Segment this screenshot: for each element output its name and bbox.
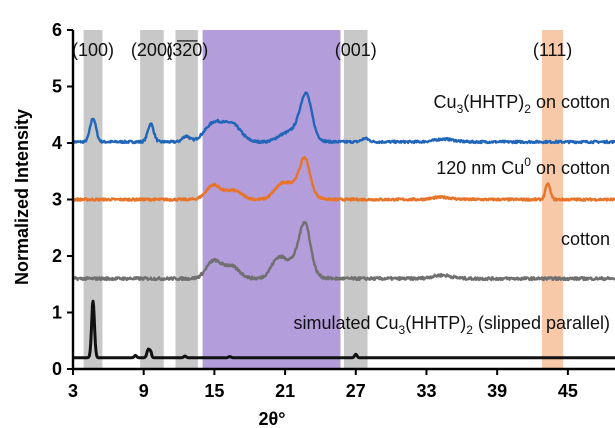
y-tick-label-5: 5 xyxy=(52,77,62,97)
series-label-part: Cu xyxy=(434,92,457,112)
y-axis-title: Normalized Intensity xyxy=(12,109,32,285)
x-tick-label-0: 3 xyxy=(68,381,78,401)
series-label-part: 3 xyxy=(457,102,464,116)
series-label-part: on cotton xyxy=(531,92,610,112)
x-tick-label-7: 45 xyxy=(558,381,578,401)
series-label-part: 120 nm Cu xyxy=(436,158,524,178)
x-tick-label-1: 9 xyxy=(139,381,149,401)
peak-annotation-4: (111) xyxy=(533,40,572,60)
x-tick-label-4: 27 xyxy=(346,381,366,401)
x-tick-label-3: 21 xyxy=(275,381,295,401)
series-line-0 xyxy=(71,91,615,145)
series-label-part: simulated Cu xyxy=(294,313,399,333)
y-tick-label-3: 3 xyxy=(52,190,62,210)
y-tick-label-1: 1 xyxy=(52,303,62,323)
y-tick-label-0: 0 xyxy=(52,359,62,379)
series-label-1: 120 nm Cu0 on cotton xyxy=(436,155,610,178)
series-line-1 xyxy=(71,156,615,202)
series-label-part: on cotton xyxy=(531,158,610,178)
series-line-2 xyxy=(71,220,615,282)
x-tick-label-6: 39 xyxy=(487,381,507,401)
shaded-region-5 xyxy=(541,30,564,369)
series-label-2: cotton xyxy=(561,229,610,249)
peak-annotation-0: (100) xyxy=(72,40,114,60)
series-label-part: (HHTP) xyxy=(463,92,524,112)
series-label-part: cotton xyxy=(561,229,610,249)
shaded-region-3 xyxy=(202,30,341,369)
x-tick-label-5: 33 xyxy=(416,381,436,401)
series-label-part: 0 xyxy=(524,155,531,169)
series-label-part: (HHTP) xyxy=(405,313,466,333)
series-label-part: (slipped parallel) xyxy=(473,313,610,333)
series-label-part: 3 xyxy=(399,323,406,337)
peak-annotation-1: (200) xyxy=(131,40,173,60)
series-label-part: 2 xyxy=(466,323,473,337)
x-tick-label-2: 15 xyxy=(204,381,224,401)
peak-annotation-2: (3̅2̅0) xyxy=(166,40,208,60)
series-label-0: Cu3(HHTP)2 on cotton xyxy=(434,92,610,116)
x-axis-title: 2θ° xyxy=(259,409,286,428)
series-label-part: 2 xyxy=(524,102,531,116)
series-line-3 xyxy=(72,299,615,360)
series-label-3: simulated Cu3(HHTP)2 (slipped parallel) xyxy=(294,313,611,337)
peak-annotation-3: (001) xyxy=(335,40,377,60)
y-tick-label-2: 2 xyxy=(52,246,62,266)
y-tick-label-6: 6 xyxy=(52,20,62,40)
y-tick-label-4: 4 xyxy=(52,133,62,153)
